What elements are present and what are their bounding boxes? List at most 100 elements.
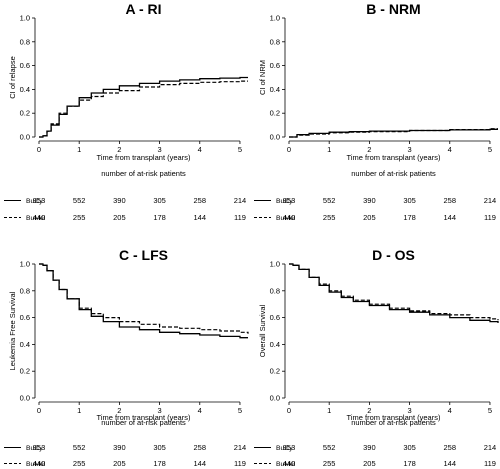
- at-risk-count: 178: [403, 459, 416, 468]
- y-tick-label: 0.2: [270, 367, 280, 376]
- at-risk-count: 552: [73, 443, 86, 452]
- y-tick-label: 0.2: [20, 109, 30, 118]
- x-tick-label: 1: [77, 145, 81, 154]
- x-tick-label: 5: [238, 145, 242, 154]
- at-risk-count: 305: [403, 196, 416, 205]
- legend-label-bumel: BuMel: [276, 461, 296, 468]
- x-tick-label: 0: [37, 145, 41, 154]
- x-axis-label: Time from transplant (years): [347, 153, 441, 162]
- panel-title: A - RI: [125, 1, 161, 17]
- at-risk-count: 953: [283, 443, 296, 452]
- at-risk-count: 953: [283, 196, 296, 205]
- legend-label-bucy: BuCy: [26, 198, 43, 205]
- legend-label-bucy: BuCy: [276, 445, 293, 452]
- at-risk-count: 953: [33, 196, 46, 205]
- at-risk-count: 390: [363, 196, 376, 205]
- at-risk-count: 552: [73, 196, 86, 205]
- x-tick-label: 1: [327, 406, 331, 415]
- y-tick-label: 0.0: [270, 133, 280, 142]
- at-risk-count: 214: [484, 443, 497, 452]
- at-risk-title: number of at-risk patients: [351, 418, 436, 427]
- x-axis-label: Time from transplant (years): [347, 413, 441, 422]
- x-tick-label: 2: [117, 406, 121, 415]
- y-tick-label: 0.6: [270, 313, 280, 322]
- x-tick-label: 2: [367, 406, 371, 415]
- y-tick-label: 0.0: [20, 133, 30, 142]
- y-tick-label: 0.4: [270, 340, 280, 349]
- x-tick-label: 0: [287, 406, 291, 415]
- at-risk-count: 390: [363, 443, 376, 452]
- at-risk-count: 214: [234, 443, 247, 452]
- series-line-bumel: [289, 263, 499, 321]
- y-tick-label: 1.0: [20, 14, 30, 23]
- at-risk-count: 390: [113, 196, 126, 205]
- x-tick-label: 1: [327, 145, 331, 154]
- x-axis-label: Time from transplant (years): [97, 153, 191, 162]
- y-tick-label: 1.0: [20, 260, 30, 269]
- y-axis-label: Overall Survival: [258, 304, 267, 357]
- legend-label-bumel: BuMel: [276, 215, 296, 222]
- at-risk-count: 305: [153, 196, 166, 205]
- at-risk-count: 390: [113, 443, 126, 452]
- panel-title: D - OS: [372, 247, 415, 263]
- at-risk-count: 144: [194, 213, 207, 222]
- y-tick-label: 0.6: [270, 61, 280, 70]
- at-risk-count: 255: [73, 459, 86, 468]
- at-risk-count: 305: [403, 443, 416, 452]
- y-tick-label: 0.0: [20, 394, 30, 403]
- at-risk-count: 440: [33, 459, 46, 468]
- at-risk-count: 953: [33, 443, 46, 452]
- y-tick-label: 0.8: [20, 286, 30, 295]
- legend-label-bucy: BuCy: [276, 198, 293, 205]
- y-tick-label: 0.2: [270, 109, 280, 118]
- series-line-bumel: [289, 128, 498, 138]
- x-tick-label: 5: [488, 145, 492, 154]
- y-axis-label: CI of NRM: [258, 60, 267, 95]
- at-risk-count: 119: [234, 459, 246, 468]
- y-tick-label: 1.0: [270, 14, 280, 23]
- x-tick-label: 3: [157, 406, 161, 415]
- at-risk-count: 552: [323, 196, 336, 205]
- x-tick-label: 2: [117, 145, 121, 154]
- at-risk-count: 258: [194, 443, 207, 452]
- at-risk-count: 258: [444, 443, 457, 452]
- panel-c: C - LFS 0.0 0.2 0.4 0.6 0.8 1.0 0 1 2 3 4 5 Leukemia …: [4, 247, 249, 468]
- x-tick-label: 4: [198, 145, 202, 154]
- at-risk-count: 440: [283, 459, 296, 468]
- panel-title: B - NRM: [366, 1, 420, 17]
- at-risk-count: 119: [484, 459, 496, 468]
- x-tick-label: 3: [407, 406, 411, 415]
- y-axis-label: Leukemia Free Survival: [8, 291, 17, 370]
- legend-label-bumel: BuMel: [26, 461, 46, 468]
- y-tick-label: 0.6: [20, 61, 30, 70]
- x-tick-label: 4: [198, 406, 202, 415]
- at-risk-count: 214: [234, 196, 247, 205]
- at-risk-title: number of at-risk patients: [101, 169, 186, 178]
- x-tick-label: 0: [287, 145, 291, 154]
- series-line-bumel: [39, 263, 249, 334]
- y-tick-label: 0.4: [20, 340, 30, 349]
- x-tick-label: 4: [448, 406, 452, 415]
- x-tick-label: 4: [448, 145, 452, 154]
- at-risk-count: 552: [323, 443, 336, 452]
- at-risk-count: 178: [153, 213, 166, 222]
- y-tick-label: 1.0: [270, 260, 280, 269]
- at-risk-count: 305: [153, 443, 166, 452]
- legend-label-bumel: BuMel: [26, 215, 46, 222]
- x-tick-label: 2: [367, 145, 371, 154]
- at-risk-count: 255: [323, 459, 336, 468]
- y-tick-label: 0.4: [20, 85, 30, 94]
- at-risk-count: 144: [194, 459, 207, 468]
- panel-d: D - OS 0.0 0.2 0.4 0.6 0.8 1.0 0 1 2 3 4 5 Overall Su…: [254, 247, 499, 468]
- at-risk-count: 255: [323, 213, 336, 222]
- at-risk-count: 214: [484, 196, 497, 205]
- x-tick-label: 5: [488, 406, 492, 415]
- y-tick-label: 0.4: [270, 85, 280, 94]
- y-tick-label: 0.6: [20, 313, 30, 322]
- at-risk-count: 144: [444, 459, 457, 468]
- at-risk-count: 255: [73, 213, 86, 222]
- at-risk-count: 178: [153, 459, 166, 468]
- at-risk-count: 144: [444, 213, 457, 222]
- x-tick-label: 3: [407, 145, 411, 154]
